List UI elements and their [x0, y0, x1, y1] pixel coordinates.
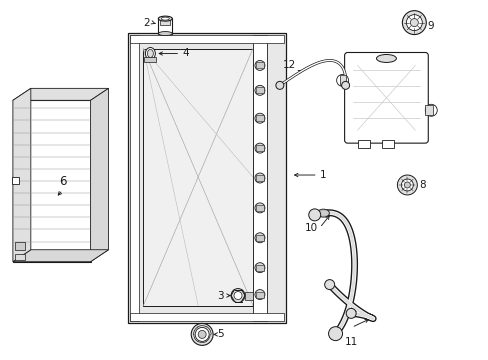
Text: 9: 9	[427, 21, 433, 31]
Bar	[255, 87, 264, 93]
Circle shape	[401, 179, 412, 191]
Circle shape	[324, 280, 334, 289]
Bar	[128, 32, 285, 323]
Bar	[252, 35, 266, 321]
Ellipse shape	[145, 48, 155, 59]
Circle shape	[406, 15, 422, 31]
FancyBboxPatch shape	[344, 53, 427, 143]
Bar	[255, 235, 264, 241]
Bar	[244, 292, 252, 300]
Circle shape	[254, 263, 264, 273]
Bar	[255, 115, 264, 121]
Ellipse shape	[161, 17, 169, 20]
Circle shape	[308, 209, 320, 221]
Bar	[339, 75, 345, 85]
Circle shape	[254, 143, 264, 153]
Ellipse shape	[158, 32, 172, 36]
Circle shape	[191, 323, 213, 345]
Bar	[12, 177, 19, 184]
Bar	[143, 49, 252, 306]
Bar	[144, 58, 156, 62]
Text: 7: 7	[365, 103, 372, 113]
Circle shape	[341, 81, 349, 89]
Polygon shape	[13, 88, 108, 100]
Text: 6: 6	[59, 175, 66, 189]
Circle shape	[328, 327, 342, 341]
Circle shape	[230, 289, 244, 302]
Circle shape	[397, 175, 416, 195]
Ellipse shape	[147, 50, 153, 58]
Text: 5: 5	[217, 329, 224, 339]
Bar	[160, 20, 170, 24]
Bar	[382, 140, 394, 148]
Circle shape	[254, 173, 264, 183]
Text: 2: 2	[143, 18, 150, 28]
Circle shape	[254, 113, 264, 123]
Text: 1: 1	[319, 170, 325, 180]
Ellipse shape	[317, 209, 329, 217]
Bar	[255, 175, 264, 181]
Circle shape	[346, 309, 355, 318]
Bar	[15, 254, 25, 260]
Circle shape	[234, 292, 242, 300]
Circle shape	[402, 11, 426, 35]
Text: 4: 4	[182, 49, 188, 58]
Text: 10: 10	[304, 223, 317, 233]
Bar	[255, 205, 264, 211]
Circle shape	[254, 60, 264, 71]
Bar	[130, 314, 283, 321]
Circle shape	[275, 81, 283, 89]
Polygon shape	[13, 100, 90, 262]
Bar	[15, 242, 25, 250]
Bar	[357, 140, 369, 148]
Bar	[425, 105, 432, 115]
Ellipse shape	[376, 54, 396, 62]
Bar	[255, 145, 264, 151]
Circle shape	[198, 330, 206, 338]
Bar	[255, 265, 264, 271]
Bar	[130, 35, 283, 42]
Text: 3: 3	[217, 291, 224, 301]
Circle shape	[425, 104, 436, 116]
Polygon shape	[13, 88, 31, 262]
Bar	[255, 292, 264, 298]
Polygon shape	[13, 250, 108, 262]
Circle shape	[254, 203, 264, 213]
Circle shape	[254, 233, 264, 243]
Circle shape	[336, 75, 348, 86]
Circle shape	[195, 328, 209, 341]
Polygon shape	[90, 88, 108, 262]
Circle shape	[404, 182, 409, 188]
Bar	[255, 62, 264, 68]
Text: 12: 12	[282, 60, 295, 71]
Circle shape	[409, 19, 417, 27]
Bar	[130, 35, 139, 321]
Ellipse shape	[158, 16, 172, 21]
Text: 11: 11	[344, 337, 358, 347]
Text: 8: 8	[419, 180, 425, 190]
Circle shape	[254, 85, 264, 95]
Circle shape	[254, 289, 264, 300]
Bar	[158, 18, 172, 33]
